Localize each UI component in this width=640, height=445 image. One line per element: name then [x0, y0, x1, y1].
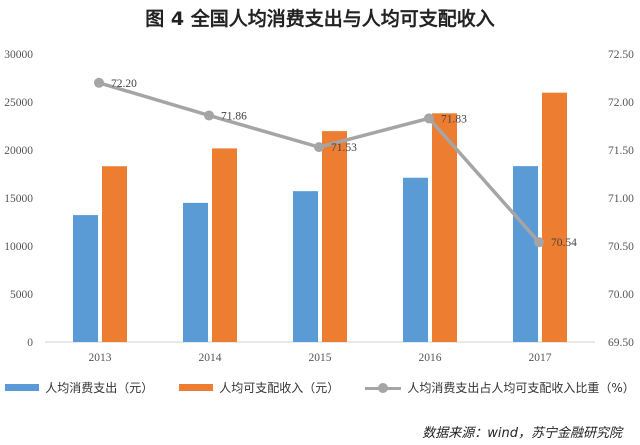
chart-title: 图 4 全国人均消费支出与人均可支配收入: [145, 8, 495, 30]
y-right-tick-label: 72.50: [608, 49, 634, 61]
legend-item-ratio: 人均消费支出占人均可支配收入比重（%）: [365, 379, 635, 396]
legend-swatch-income: [179, 384, 214, 391]
y-left-tick-label: 0: [27, 337, 33, 349]
ratio-data-label: 71.83: [441, 113, 467, 125]
source-note: 数据来源：wind，苏宁金融研究院: [422, 426, 622, 441]
x-tick-label: 2015: [309, 352, 332, 364]
y-left-tick-label: 15000: [4, 193, 33, 205]
ratio-point: [424, 113, 434, 124]
y-right-tick-label: 69.50: [608, 337, 634, 349]
y-right-tick-label: 72.00: [608, 97, 634, 109]
ratio-line: [98, 81, 541, 244]
legend-swatch-ratio: [365, 382, 402, 393]
x-tick-label: 2013: [89, 352, 112, 364]
y-left-tick-label: 5000: [10, 289, 33, 301]
ratio-data-label: 70.54: [551, 237, 577, 249]
y-right-tick-label: 71.50: [608, 145, 634, 157]
bar-consumption: [73, 215, 98, 342]
legend-swatch-consumption: [5, 384, 40, 391]
x-tick-label: 2016: [419, 352, 442, 364]
ratio-data-label: 71.53: [331, 142, 357, 154]
bar-consumption: [403, 177, 428, 342]
bar-consumption: [293, 191, 318, 342]
y-right-tick-label: 70.00: [608, 289, 634, 301]
bar-income: [542, 92, 567, 342]
axes: 0 5000 10000 15000 20000 25000 30000 69.50 70.00…: [4, 49, 634, 364]
bar-consumption: [183, 202, 208, 342]
x-tick-label: 2014: [199, 352, 222, 364]
x-tick-label: 2017: [529, 352, 552, 364]
bar-series: [73, 92, 567, 343]
y-left-tick-label: 20000: [4, 145, 33, 157]
legend-label-consumption: 人均消费支出（元）: [45, 381, 154, 395]
y-left-tick-label: 10000: [4, 241, 33, 253]
bar-consumption: [513, 166, 538, 342]
ratio-line-series: [94, 77, 544, 248]
bar-income: [102, 166, 127, 342]
bar-income: [322, 131, 347, 342]
bar-income: [212, 148, 237, 342]
ratio-point: [314, 142, 324, 153]
y-right-tick-label: 70.50: [608, 241, 634, 253]
ratio-data-label: 72.20: [111, 78, 137, 90]
ratio-point: [204, 110, 214, 121]
legend: 人均消费支出（元） 人均可支配收入（元） 人均消费支出占人均可支配收入比重（%）: [0, 379, 640, 396]
legend-item-consumption: 人均消费支出（元）: [5, 379, 153, 396]
legend-item-income: 人均可支配收入（元）: [179, 379, 339, 396]
y-left-tick-label: 25000: [4, 97, 33, 109]
legend-label-income: 人均可支配收入（元）: [219, 381, 340, 395]
y-right-tick-label: 71.00: [608, 193, 634, 205]
y-left-tick-label: 30000: [4, 49, 33, 61]
ratio-point: [534, 237, 544, 248]
ratio-point: [94, 77, 104, 88]
ratio-data-label: 71.86: [221, 110, 247, 122]
legend-label-ratio: 人均消费支出占人均可支配收入比重（%）: [407, 381, 635, 395]
data-labels: 72.20 71.86 71.53 71.83 70.54: [111, 78, 577, 249]
bar-income: [432, 113, 457, 343]
